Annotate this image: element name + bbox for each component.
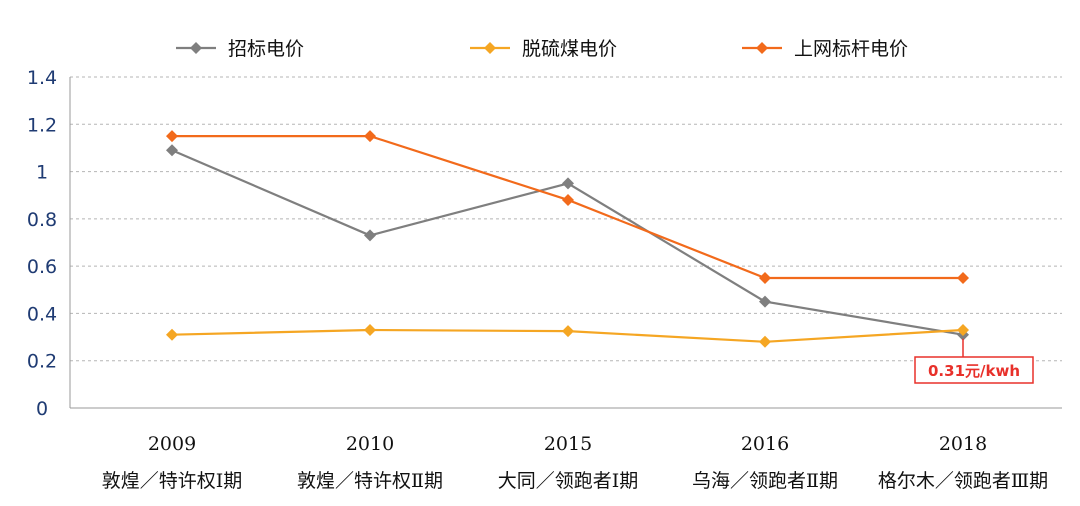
data-point-marker <box>957 271 969 284</box>
y-tick-label: 1 <box>36 162 48 184</box>
annotation: 0.31元/kwh <box>914 338 1034 384</box>
legend-label: 上网标杆电价 <box>794 38 908 60</box>
data-point-marker <box>759 335 771 348</box>
y-tick-label: 1.4 <box>27 67 57 89</box>
y-tick-labels: 0 0.2 0.4 0.6 0.8 1 1.2 1.4 <box>27 67 57 420</box>
legend-label: 脱硫煤电价 <box>522 38 617 60</box>
y-tick-label: 0 <box>36 398 48 420</box>
legend-label: 招标电价 <box>228 38 304 60</box>
data-point-marker <box>759 271 771 284</box>
data-point-marker <box>562 177 574 190</box>
x-tick-year: 2015 <box>544 433 592 455</box>
x-tick-site: 乌海／领跑者Ⅱ期 <box>692 470 838 492</box>
legend-marker <box>484 42 496 54</box>
x-tick-site: 格尔木／领跑者Ⅲ期 <box>878 470 1048 492</box>
data-point-marker <box>562 193 574 206</box>
series-line-2 <box>172 135 963 280</box>
legend-marker <box>756 42 768 54</box>
annotation-box <box>914 356 1034 384</box>
x-tick-site: 敦煌／特许权Ⅱ期 <box>297 470 443 492</box>
data-point-marker <box>166 328 178 341</box>
legend-marker <box>190 42 202 54</box>
y-tick-label: 0.8 <box>27 209 57 231</box>
y-tick-label: 0.4 <box>27 303 57 325</box>
annotation-label: 0.31元/kwh <box>928 362 1020 380</box>
data-point-marker <box>759 295 771 308</box>
x-tick-year: 2016 <box>741 433 789 455</box>
x-tick-year: 2009 <box>148 433 196 455</box>
x-tick-site: 敦煌／特许权Ⅰ期 <box>102 470 243 492</box>
data-point-marker <box>957 323 969 336</box>
x-tick-labels: 2009 敦煌／特许权Ⅰ期 2010 敦煌／特许权Ⅱ期 2015 大同／领跑者Ⅰ期 2016… <box>102 433 1048 492</box>
x-tick-year: 2010 <box>346 433 394 455</box>
y-tick-label: 1.2 <box>27 114 57 136</box>
data-point-marker <box>364 323 376 336</box>
axes <box>69 77 1062 409</box>
data-point-marker <box>166 130 178 143</box>
data-point-marker <box>166 144 178 157</box>
data-point-marker <box>364 229 376 242</box>
gridlines <box>70 76 1062 362</box>
y-tick-label: 0.2 <box>27 351 57 373</box>
series-lines <box>166 130 969 348</box>
legend: 招标电价 脱硫煤电价 上网标杆电价 <box>176 38 908 60</box>
x-tick-site: 大同／领跑者Ⅰ期 <box>498 470 639 492</box>
y-tick-label: 0.6 <box>27 256 57 278</box>
data-point-marker <box>562 325 574 338</box>
data-point-marker <box>364 130 376 143</box>
x-tick-year: 2018 <box>939 433 987 455</box>
